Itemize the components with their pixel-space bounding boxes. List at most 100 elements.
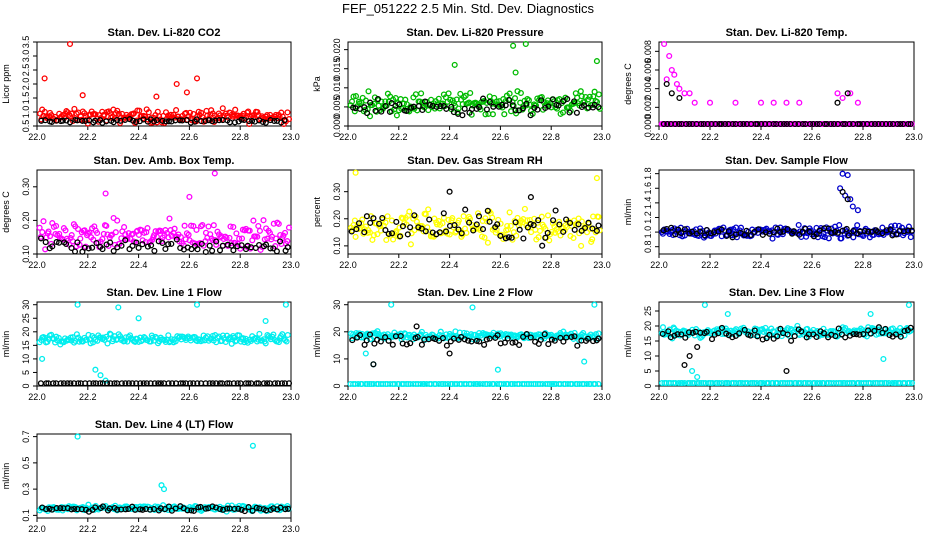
data-point: [133, 380, 140, 387]
data-point: [213, 241, 220, 248]
y-tick-label: 1.4: [643, 197, 653, 210]
data-point: [74, 225, 82, 233]
data-point: [386, 108, 393, 115]
data-point: [275, 220, 282, 227]
data-point: [449, 215, 456, 222]
data-point: [681, 226, 688, 233]
data-point: [560, 338, 567, 345]
y-axis-label: degrees C: [623, 63, 633, 105]
data-point: [436, 229, 443, 236]
y-tick-label: 1.8: [643, 167, 653, 180]
data-point-outlier: [770, 99, 777, 106]
data-point: [126, 332, 134, 339]
data-point: [407, 380, 414, 388]
data-point: [458, 230, 465, 237]
data-point: [425, 206, 432, 213]
data-point: [482, 215, 489, 222]
data-point: [879, 230, 886, 237]
x-tick-label: 22.8: [542, 260, 560, 270]
x-tick-label: 23.0: [593, 392, 611, 402]
data-point: [77, 235, 84, 242]
data-point: [467, 89, 474, 97]
data-point: [501, 339, 508, 346]
data-point: [238, 506, 245, 513]
data-point-outlier: [510, 42, 517, 49]
y-tick-label: 2.0: [21, 78, 31, 91]
x-tick-label: 23.0: [905, 392, 923, 402]
data-point: [68, 232, 75, 239]
data-point: [129, 242, 136, 249]
data-point-outlier: [783, 99, 790, 106]
data-point: [557, 334, 564, 341]
data-point: [665, 328, 672, 335]
data-point: [188, 246, 195, 253]
y-tick-label: 0.005: [332, 96, 342, 119]
data-point: [475, 103, 483, 111]
data-point: [125, 380, 132, 387]
data-point: [194, 246, 201, 253]
data-point: [414, 333, 421, 341]
data-point: [584, 335, 592, 342]
plot-frame: [347, 41, 603, 127]
chart-title: Stan. Dev. Li-820 Pressure: [406, 27, 543, 39]
data-point: [253, 380, 260, 387]
data-point: [350, 93, 357, 100]
data-point: [595, 104, 602, 111]
data-point-outlier: [593, 58, 600, 65]
data-point: [483, 336, 490, 343]
data-point: [74, 239, 81, 246]
data-point: [435, 95, 442, 102]
y-tick-label: 25: [21, 313, 31, 323]
x-tick-label: 22.4: [130, 132, 148, 142]
data-point: [871, 120, 879, 128]
data-point: [57, 505, 64, 512]
data-point-outlier: [160, 486, 168, 493]
data-point: [235, 505, 242, 512]
data-point-outlier: [681, 361, 688, 369]
data-point-outlier: [663, 80, 670, 88]
data-point: [823, 379, 830, 387]
data-point: [213, 238, 220, 245]
data-point: [382, 334, 389, 341]
data-point: [224, 241, 231, 248]
data-point-outlier: [446, 350, 453, 357]
data-point: [535, 234, 542, 241]
data-point: [850, 331, 857, 338]
data-point: [758, 379, 765, 387]
data-point-outlier: [676, 94, 683, 102]
data-point: [828, 229, 835, 236]
x-tick-label: 22.0: [650, 132, 668, 142]
data-point: [352, 93, 360, 100]
data-point: [99, 246, 106, 253]
data-point: [190, 507, 197, 514]
data-point: [664, 120, 671, 128]
data-point: [396, 233, 404, 240]
data-point: [659, 324, 667, 331]
data-point-outlier: [362, 350, 369, 357]
data-point: [250, 217, 257, 224]
data-point: [803, 233, 810, 240]
data-point: [139, 506, 146, 513]
data-point: [527, 334, 534, 341]
data-point: [500, 380, 507, 388]
data-point: [238, 235, 246, 242]
data-point: [46, 233, 54, 240]
data-point: [114, 217, 121, 224]
data-point: [754, 120, 761, 128]
data-point: [889, 379, 896, 387]
data-point: [683, 120, 690, 128]
chart-title: Stan. Dev. Line 3 Flow: [729, 287, 845, 299]
data-point: [422, 228, 429, 235]
data-point: [130, 110, 137, 117]
data-point: [179, 380, 187, 387]
data-point: [494, 332, 501, 339]
data-point: [377, 338, 384, 345]
data-point: [202, 117, 209, 125]
x-tick-label: 23.0: [282, 524, 300, 534]
data-point: [571, 333, 578, 340]
data-point: [349, 337, 356, 344]
data-point-outlier: [796, 99, 803, 106]
data-point-outlier: [668, 90, 675, 97]
data-point: [555, 102, 562, 109]
data-point: [796, 231, 803, 238]
